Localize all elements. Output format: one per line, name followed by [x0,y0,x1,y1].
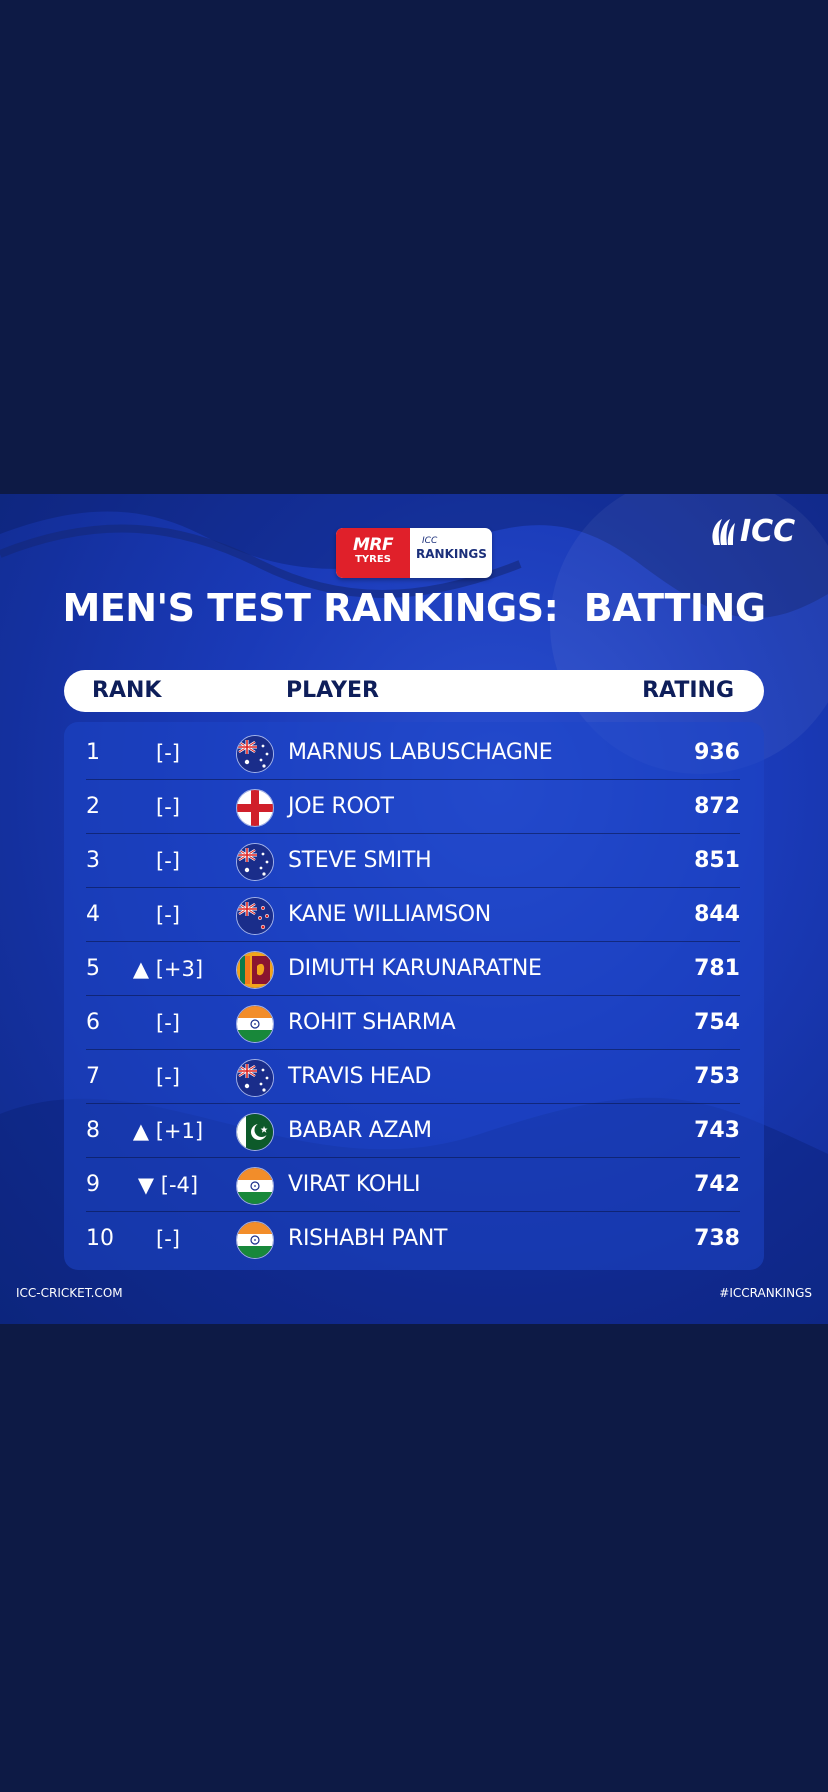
rating-value: 844 [694,902,740,927]
rating-value: 743 [694,1118,740,1143]
rank-change: [-] [156,1011,180,1035]
england-flag [236,789,274,827]
rating-column-header: RATING [642,678,734,703]
new-zealand-flag [236,897,274,935]
rank-change: [-] [156,849,180,873]
player-name: MARNUS LABUSCHAGNE [288,740,553,765]
rank-change: [-] [156,1065,180,1089]
rank-value: 4 [86,902,100,927]
rank-change: [-] [156,795,180,819]
player-name: JOE ROOT [288,794,394,819]
rating-value: 742 [694,1172,740,1197]
rank-value: 10 [86,1226,114,1251]
mrf-icc-rankings-logo: MRF TYRES ICC RANKINGS [336,528,492,578]
icc-rankings-text: ICC RANKINGS [416,536,487,562]
player-name: RISHABH PANT [288,1226,448,1251]
player-name: KANE WILLIAMSON [288,902,491,927]
row-divider [86,833,740,834]
row-divider [86,1157,740,1158]
rank-value: 3 [86,848,100,873]
rating-value: 738 [694,1226,740,1251]
rank-change: [-] [156,1227,180,1251]
rank-value: 1 [86,740,100,765]
table-row: 2 [-] JOE ROOT 872 [64,780,764,834]
rating-value: 781 [694,956,740,981]
table-row: 6 [-] ROHIT SHARMA 754 [64,996,764,1050]
table-row: 5 ▲ [+3] DIMUTH KARUNARATNE 781 [64,942,764,996]
table-row: 3 [-] STEVE SMITH 851 [64,834,764,888]
table-row: 9 ▼ [-4] VIRAT KOHLI 742 [64,1158,764,1212]
row-divider [86,1211,740,1212]
website-text: ICC-CRICKET.COM [16,1286,123,1300]
rank-value: 7 [86,1064,100,1089]
india-flag [236,1221,274,1259]
table-row: 8 ▲ [+1] BABAR AZAM 743 [64,1104,764,1158]
mrf-tyres-logo: MRF TYRES [336,528,410,578]
icc-brand-text: ICC [740,514,796,549]
icc-emblem-icon [712,518,735,545]
player-name: ROHIT SHARMA [288,1010,456,1035]
rankings-card: MRF TYRES ICC RANKINGS ICC MEN'S TEST RA… [0,494,828,1324]
rank-value: 2 [86,794,100,819]
sri-lanka-flag [236,951,274,989]
rating-value: 754 [694,1010,740,1035]
player-name: TRAVIS HEAD [288,1064,432,1089]
india-flag [236,1167,274,1205]
rank-value: 8 [86,1118,100,1143]
pakistan-flag [236,1113,274,1151]
rank-change: ▼ [-4] [137,1173,199,1197]
player-column-header: PLAYER [286,678,379,703]
rank-change: ▲ [+3] [132,957,204,981]
table-header: RANK PLAYER RATING [64,670,764,712]
australia-flag [236,1059,274,1097]
row-divider [86,1103,740,1104]
rating-value: 936 [694,740,740,765]
row-divider [86,887,740,888]
rank-change: [-] [156,903,180,927]
player-name: STEVE SMITH [288,848,432,873]
rating-value: 753 [694,1064,740,1089]
icc-logo: ICC [708,514,795,549]
india-flag [236,1005,274,1043]
row-divider [86,1049,740,1050]
page-title: MEN'S TEST RANKINGS: BATTING [62,586,766,630]
rankings-text: RANKINGS [416,547,487,561]
row-divider [86,941,740,942]
table-row: 1 [-] MARNUS LABUSCHAGNE 936 [64,726,764,780]
rank-value: 6 [86,1010,100,1035]
rank-value: 5 [86,956,100,981]
table-row: 4 [-] KANE WILLIAMSON 844 [64,888,764,942]
australia-flag [236,843,274,881]
row-divider [86,995,740,996]
rank-value: 9 [86,1172,100,1197]
rankings-table [64,722,764,1270]
rank-change: [-] [156,741,180,765]
player-name: VIRAT KOHLI [288,1172,421,1197]
rating-value: 851 [694,848,740,873]
icc-small-text: ICC [422,536,438,546]
rating-value: 872 [694,794,740,819]
player-name: DIMUTH KARUNARATNE [288,956,542,981]
table-row: 10 [-] RISHABH PANT 738 [64,1212,764,1266]
rank-column-header: RANK [92,678,162,703]
mrf-text: MRF [352,535,394,555]
australia-flag [236,735,274,773]
player-name: BABAR AZAM [288,1118,432,1143]
rank-change: ▲ [+1] [132,1119,204,1143]
row-divider [86,779,740,780]
tyres-text: TYRES [355,554,391,565]
table-row: 7 [-] TRAVIS HEAD 753 [64,1050,764,1104]
hashtag-text: #ICCRANKINGS [719,1286,812,1300]
